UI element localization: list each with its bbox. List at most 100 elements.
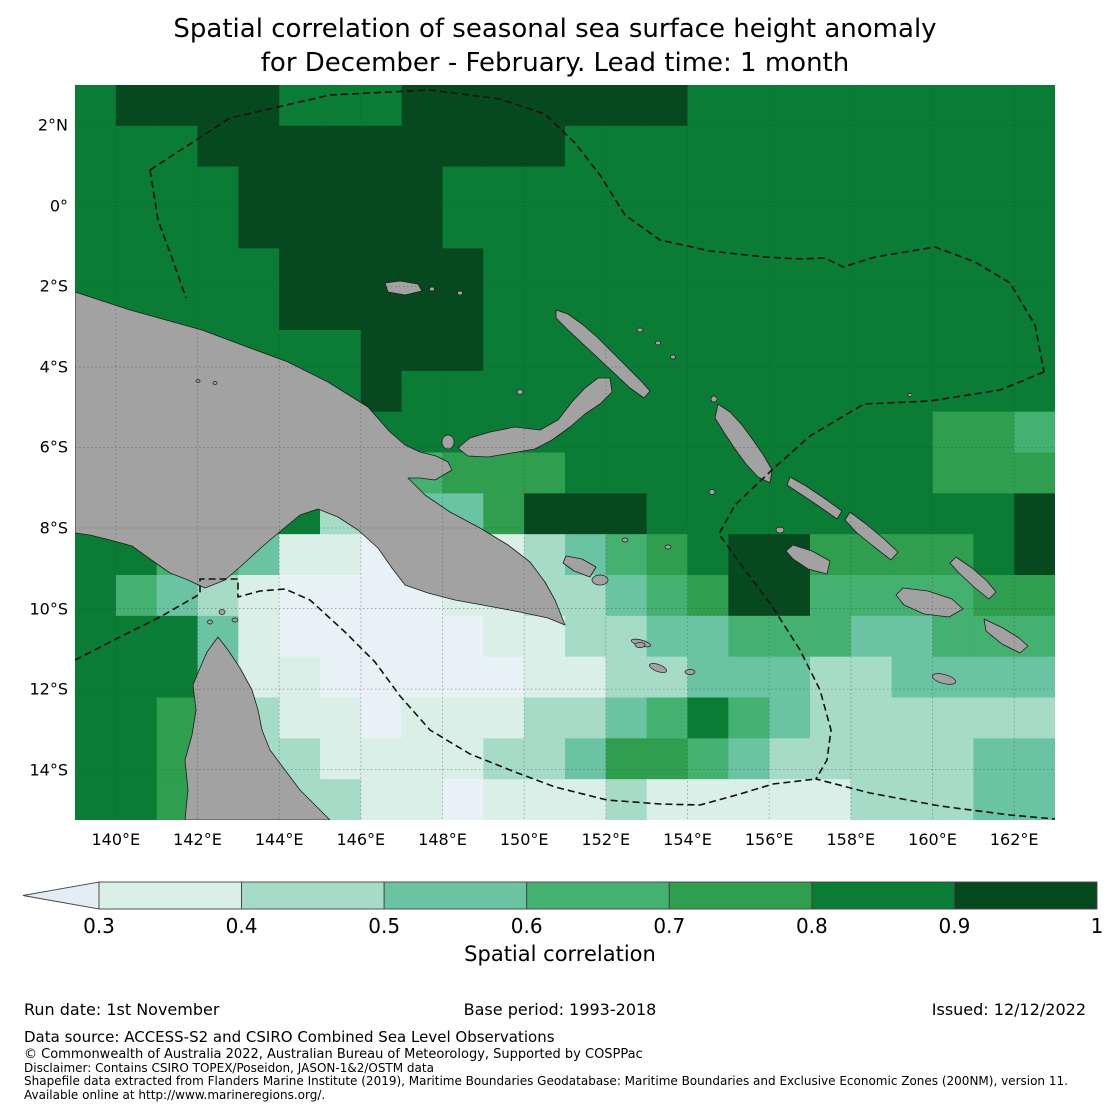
grid-cell — [810, 289, 852, 331]
land-polygon — [714, 403, 773, 484]
grid-cell — [360, 207, 403, 249]
grid-cell — [1014, 493, 1056, 535]
grid-cell — [320, 125, 362, 168]
island — [207, 619, 213, 625]
lat-tick-label: 2°N — [37, 115, 68, 135]
grid-cell — [75, 697, 117, 739]
correlation-map — [74, 85, 1056, 821]
grid-cell — [769, 697, 811, 739]
grid-cell — [932, 330, 974, 372]
lon-tick-label: 144°E — [254, 830, 304, 849]
grid-cell — [483, 289, 525, 331]
grid-cell — [646, 85, 689, 127]
grid-cell — [850, 656, 893, 699]
colorbar-tick-label: 0.7 — [653, 914, 686, 938]
grid-cell — [728, 493, 770, 535]
colorbar-segment — [953, 881, 1098, 910]
grid-cell — [850, 738, 893, 780]
grid-cell — [360, 779, 403, 821]
grid-cell — [687, 125, 729, 168]
lat-tick-label: 4°S — [39, 357, 68, 377]
grid-cell — [891, 289, 934, 331]
grid-cell — [891, 615, 934, 658]
grid-cell — [483, 207, 525, 249]
grid-cell — [1014, 779, 1056, 821]
lat-tick-label: 8°S — [39, 518, 68, 538]
island — [195, 379, 201, 383]
grid-cell — [442, 370, 484, 413]
grid-cell — [483, 330, 525, 372]
grid-cell — [973, 125, 1015, 168]
island — [457, 290, 463, 296]
grid-cell — [524, 779, 566, 821]
grid-cell — [728, 656, 770, 699]
grid-cell — [605, 615, 648, 658]
grid-cell — [483, 166, 525, 209]
lon-tick-label: 146°E — [336, 830, 386, 849]
grid-cell — [320, 615, 362, 658]
grid-cell — [850, 289, 893, 331]
grid-cell — [75, 207, 117, 249]
grid-cell — [524, 656, 566, 699]
grid-cell — [687, 289, 729, 331]
eez-boundary-line — [149, 169, 187, 299]
grid-cell — [156, 85, 199, 127]
grid-cell — [401, 738, 444, 780]
island — [212, 381, 218, 385]
grid-cell — [891, 656, 934, 699]
lon-tick-label: 150°E — [499, 830, 549, 849]
grid-cell — [360, 289, 403, 331]
island — [655, 340, 661, 346]
grid-cell — [728, 779, 770, 821]
grid-cell — [401, 370, 444, 413]
island — [684, 669, 696, 675]
grid-cell — [279, 207, 321, 249]
grid-cell — [810, 738, 852, 780]
grid-cell — [1014, 534, 1056, 576]
grid-cell — [442, 656, 484, 699]
grid-cell — [973, 656, 1015, 699]
grid-cell — [728, 697, 770, 739]
grid-cell — [238, 85, 280, 127]
lon-tick-label: 154°E — [663, 830, 712, 849]
island — [634, 642, 646, 648]
grid-cell — [810, 370, 852, 413]
grid-cell — [1014, 289, 1056, 331]
grid-cell — [605, 575, 648, 617]
grid-cell — [483, 697, 525, 739]
grid-cell — [850, 330, 893, 372]
grid-cell — [483, 248, 525, 290]
grid-cell — [75, 575, 117, 617]
grid-cell — [360, 330, 403, 372]
island — [670, 354, 676, 360]
grid-cell — [728, 738, 770, 780]
grid-cell — [156, 207, 199, 249]
grid-cell — [769, 656, 811, 699]
land-polygon — [786, 476, 843, 520]
lon-tick-label: 140°E — [91, 830, 141, 849]
grid-cell — [360, 575, 403, 617]
grid-cell — [320, 248, 362, 290]
grid-cell — [646, 289, 689, 331]
grid-cell — [115, 575, 158, 617]
grid-cell — [524, 370, 566, 413]
grid-cell — [646, 615, 689, 658]
grid-cell — [973, 779, 1015, 821]
island — [907, 393, 913, 397]
lon-tick-label: 148°E — [418, 830, 467, 849]
grid-cell — [728, 248, 770, 290]
grid-cell — [401, 289, 444, 331]
grid-cell — [646, 738, 689, 780]
grid-cell — [728, 166, 770, 209]
grid-cell — [320, 738, 362, 780]
grid-cell — [769, 779, 811, 821]
grid-cell — [850, 697, 893, 739]
grid-cell — [810, 615, 852, 658]
grid-cell — [891, 207, 934, 249]
grid-cell — [565, 85, 607, 127]
grid-cell — [932, 85, 974, 127]
grid-cell — [932, 248, 974, 290]
grid-cell — [483, 615, 525, 658]
grid-cell — [646, 166, 689, 209]
grid-cell — [483, 493, 525, 535]
